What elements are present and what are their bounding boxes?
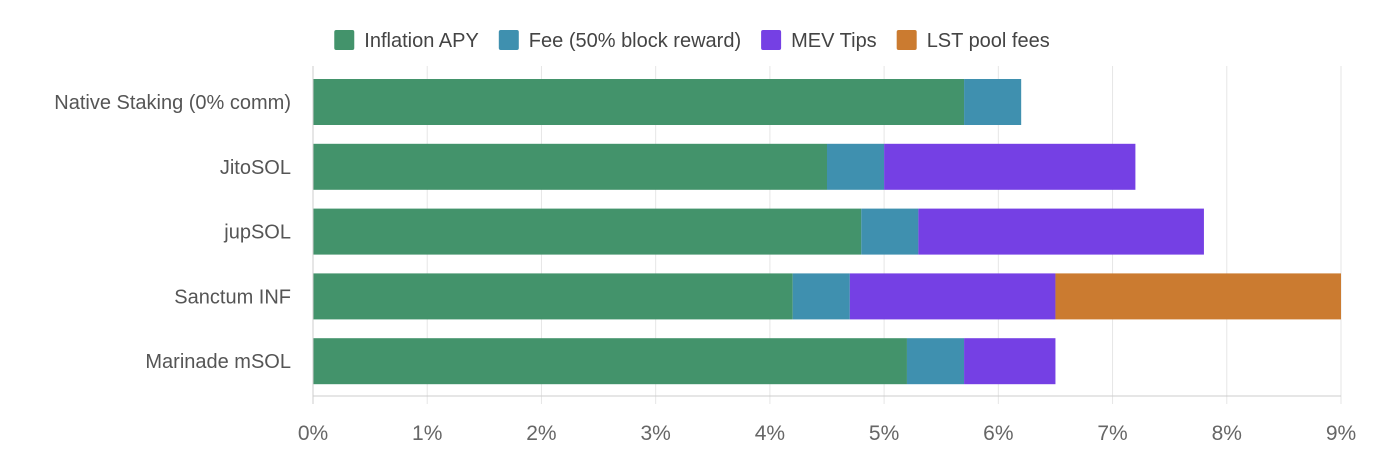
x-tick-label: 3% — [640, 422, 670, 445]
bar-segment[interactable] — [313, 208, 862, 255]
legend-swatch[interactable] — [334, 30, 355, 50]
axes: 0% 1% 2% 3% 4% 5% 6% 7% 8% 9% Native Staking (0% c… — [54, 66, 1356, 445]
legend-label: MEV Tips — [791, 30, 877, 52]
bar-segment[interactable] — [849, 273, 1056, 320]
bar-segment[interactable] — [792, 273, 850, 320]
legend-swatch[interactable] — [896, 30, 917, 50]
legend-label: LST pool fees — [927, 30, 1050, 52]
legend-swatch[interactable] — [761, 30, 782, 50]
bar-segment[interactable] — [313, 143, 827, 190]
x-tick-label: 8% — [1212, 422, 1242, 445]
x-tick-label: 2% — [526, 422, 556, 445]
x-tick-label: 1% — [412, 422, 442, 445]
category-label: Sanctum INF — [174, 286, 291, 308]
legend-label: Inflation APY — [364, 30, 479, 52]
bar-segment[interactable] — [884, 143, 1136, 190]
bar-segment[interactable] — [313, 79, 965, 125]
bar-segment[interactable] — [827, 143, 885, 190]
legend-label: Fee (50% block reward) — [529, 30, 741, 52]
bar-segment[interactable] — [906, 338, 965, 385]
legend-swatch[interactable] — [498, 30, 519, 50]
category-label: JitoSOL — [220, 157, 291, 179]
bar-segment[interactable] — [918, 208, 1204, 255]
legend[interactable]: Inflation APY Fee (50% block reward) MEV T… — [334, 30, 1050, 52]
bar-segment[interactable] — [964, 79, 1022, 125]
category-label: Marinade mSOL — [145, 351, 291, 373]
bar-segment[interactable] — [964, 338, 1056, 385]
category-label: jupSOL — [223, 222, 291, 244]
x-tick-label: 4% — [755, 422, 785, 445]
bars — [313, 79, 1341, 385]
x-tick-label: 9% — [1326, 422, 1356, 445]
bar-segment[interactable] — [313, 338, 907, 385]
x-tick-label: 7% — [1097, 422, 1127, 445]
bar-segment[interactable] — [1055, 273, 1341, 320]
bar-segment[interactable] — [861, 208, 919, 255]
category-label: Native Staking (0% comm) — [54, 92, 291, 114]
x-tick-label: 0% — [298, 422, 328, 445]
bar-segment[interactable] — [313, 273, 793, 320]
x-tick-label: 5% — [869, 422, 899, 445]
x-tick-label: 6% — [983, 422, 1013, 445]
